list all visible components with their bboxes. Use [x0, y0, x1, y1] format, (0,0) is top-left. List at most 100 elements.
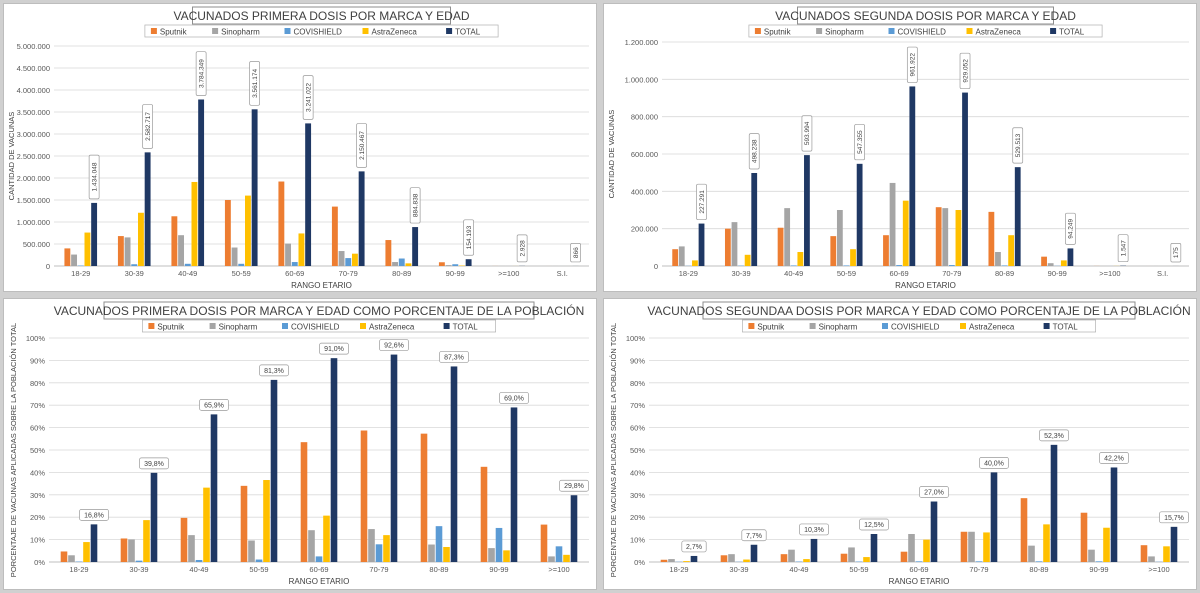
svg-text:Sinopharm: Sinopharm — [825, 28, 864, 37]
x-tick-label: 90-99 — [446, 269, 465, 278]
bar-covishield-80-89 — [1035, 561, 1043, 562]
x-tick-label: 40-49 — [189, 565, 208, 574]
bar-astrazeneca-90-99 — [503, 550, 510, 562]
bar-total-90-99 — [510, 407, 518, 562]
svg-text:12,5%: 12,5% — [864, 522, 884, 529]
bar-astrazeneca-50-59 — [863, 557, 870, 562]
bar-total-80-89 — [450, 366, 458, 562]
y-axis-label: CANTIDAD DE VACUNAS — [7, 112, 16, 201]
bar-sinopharm-50-59 — [231, 247, 238, 266]
y-tick-label: 70% — [630, 401, 645, 410]
legend-item-sinopharm: Sinopharm — [809, 323, 858, 332]
svg-text:COVISHIELD: COVISHIELD — [291, 323, 340, 332]
bar-sinopharm-60-69 — [889, 182, 896, 266]
total-data-label: 12,5% — [859, 518, 889, 531]
x-tick-label: >=100 — [1099, 269, 1120, 278]
bar-sputnik-40-49 — [780, 554, 788, 562]
chart-title-box: VACUNADOS PRIMERA DOSIS POR MARCA Y EDAD… — [54, 301, 584, 320]
svg-text:TOTAL: TOTAL — [453, 323, 479, 332]
bar-sinopharm-18-29 — [68, 555, 75, 562]
x-tick-label: 60-69 — [309, 565, 328, 574]
bar-total-60-69 — [909, 86, 916, 266]
y-tick-label: 500.000 — [23, 240, 50, 249]
y-tick-label: 4.500.000 — [17, 64, 50, 73]
bar-sputnik-70-79 — [360, 430, 368, 562]
svg-text:227.291: 227.291 — [699, 190, 706, 214]
bars — [672, 86, 1179, 266]
bar-sputnik-60-69 — [300, 442, 308, 562]
bar-total-18-29 — [698, 223, 705, 266]
bar-astrazeneca-18-29 — [84, 232, 91, 266]
bar-total-80-89 — [1014, 167, 1021, 266]
bar-total-40-49 — [810, 538, 818, 562]
total-data-label: 52,3% — [1039, 429, 1069, 442]
x-tick-label: 40-49 — [784, 269, 803, 278]
svg-text:2.582.717: 2.582.717 — [145, 112, 152, 141]
y-tick-label: 40% — [630, 468, 645, 477]
total-data-label: 42,2% — [1099, 452, 1129, 464]
total-data-label: 2.582.717 — [142, 104, 153, 149]
chart-second-dose-percent: VACUNADOS SEGUNDAA DOSIS POR MARCA Y EDA… — [609, 301, 1191, 586]
svg-text:29,8%: 29,8% — [564, 483, 584, 490]
y-tick-label: 10% — [630, 536, 645, 545]
bar-sputnik-50-59 — [240, 485, 248, 562]
total-data-label: 498.238 — [748, 133, 760, 170]
svg-text:42,2%: 42,2% — [1104, 455, 1124, 462]
bar-total-60-69 — [330, 358, 338, 562]
svg-text:498.238: 498.238 — [752, 139, 759, 163]
x-tick-label: >=100 — [498, 269, 519, 278]
bar-sinopharm-100 — [1148, 556, 1155, 562]
bar-astrazeneca-30-39 — [143, 520, 150, 562]
y-axis-label: PORCENTAJE DE VACUNAS APLICADAS SOBRE LA… — [609, 323, 618, 577]
x-axis-label: RANGO ETARIO — [289, 577, 350, 586]
total-data-label: 29,8% — [559, 479, 589, 492]
bar-astrazeneca-60-69 — [902, 200, 909, 266]
bar-total-100 — [570, 495, 578, 562]
bar-sputnik-70-79 — [960, 531, 968, 562]
bar-total-70-79 — [962, 92, 968, 266]
legend-item-sinopharm: Sinopharm — [816, 28, 864, 37]
total-data-label: 929.052 — [959, 52, 971, 89]
y-tick-label: 50% — [30, 446, 45, 455]
bar-sputnik-50-59 — [224, 200, 231, 266]
svg-text:AstraZeneca: AstraZeneca — [969, 323, 1015, 332]
bar-sinopharm-90-99 — [1088, 549, 1095, 562]
svg-text:929.052: 929.052 — [962, 59, 969, 83]
bar-sinopharm-50-59 — [248, 540, 255, 562]
bar-sinopharm-50-59 — [848, 547, 855, 562]
bar-sputnik-80-89 — [1020, 498, 1028, 562]
bar-astrazeneca-30-39 — [744, 254, 751, 266]
bar-astrazeneca-60-69 — [923, 539, 930, 562]
y-tick-label: 0% — [34, 558, 45, 567]
bar-sputnik-60-69 — [883, 235, 889, 266]
bar-astrazeneca-50-59 — [244, 195, 251, 266]
bar-sputnik-30-39 — [117, 236, 124, 266]
bar-sputnik-90-99 — [1041, 256, 1047, 266]
svg-text:TOTAL: TOTAL — [455, 28, 481, 37]
svg-text:Sinopharm: Sinopharm — [221, 28, 260, 37]
svg-text:154.193: 154.193 — [466, 225, 473, 249]
svg-text:52,3%: 52,3% — [1044, 433, 1064, 440]
bar-total-30-39 — [751, 172, 758, 266]
bars — [64, 99, 579, 266]
bar-sinopharm-80-89 — [428, 544, 435, 562]
svg-text:AstraZeneca: AstraZeneca — [372, 28, 418, 37]
y-tick-label: 60% — [630, 424, 645, 433]
y-tick-label: 30% — [30, 491, 45, 500]
x-axis-label: RANGO ETARIO — [889, 577, 950, 586]
svg-text:Sputnik: Sputnik — [157, 323, 185, 332]
bar-astrazeneca-40-49 — [797, 252, 804, 266]
x-tick-label: 30-39 — [129, 565, 148, 574]
y-tick-label: 10% — [30, 536, 45, 545]
x-tick-label: 70-79 — [942, 269, 961, 278]
bar-sinopharm-70-79 — [368, 529, 375, 562]
legend-item-sputnik: Sputnik — [748, 323, 785, 332]
legend-item-sinopharm: Sinopharm — [209, 323, 258, 332]
svg-text:175: 175 — [1173, 247, 1180, 258]
chart-second-dose-count: VACUNADOS SEGUNDA DOSIS POR MARCA Y EDAD… — [607, 6, 1189, 290]
bar-covishield-40-49 — [195, 559, 203, 562]
svg-text:15,7%: 15,7% — [1164, 515, 1184, 522]
bar-covishield-100 — [555, 546, 563, 562]
bar-covishield-30-39 — [135, 560, 143, 562]
bar-covishield-30-39 — [131, 264, 138, 266]
